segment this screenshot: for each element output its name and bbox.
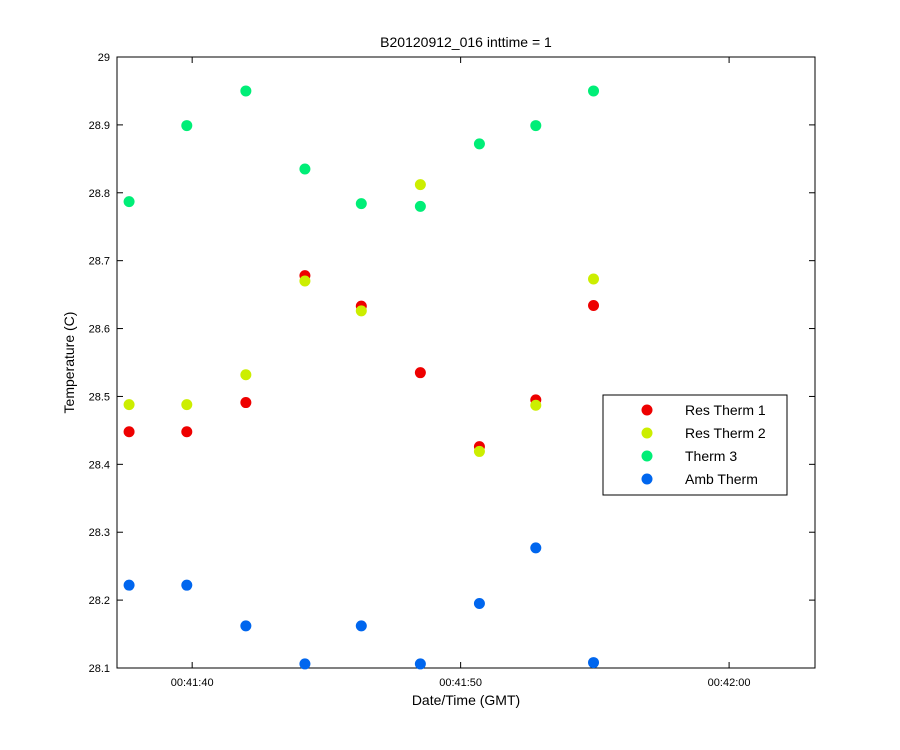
y-tick-label-28-5: 28.5 bbox=[89, 391, 110, 403]
point-therm-3-5 bbox=[414, 200, 426, 212]
legend-item-amb-therm: Amb Therm bbox=[641, 471, 758, 487]
x-axis-label: Date/Time (GMT) bbox=[412, 692, 520, 708]
point-therm-3-2 bbox=[240, 85, 252, 97]
y-tick-label-28-4: 28.4 bbox=[89, 459, 110, 471]
y-tick-label-29: 29 bbox=[98, 52, 110, 64]
legend-label-res-therm-1: Res Therm 1 bbox=[685, 402, 766, 418]
point-res-therm-1-5 bbox=[414, 367, 426, 379]
point-amb-therm-5 bbox=[414, 658, 426, 670]
legend-item-res-therm-1: Res Therm 1 bbox=[641, 402, 766, 418]
point-therm-3-3 bbox=[299, 163, 311, 175]
legend-label-therm-3: Therm 3 bbox=[685, 448, 737, 464]
point-amb-therm-6 bbox=[473, 598, 485, 610]
point-amb-therm-7 bbox=[530, 542, 542, 554]
y-tick-label-28-2: 28.2 bbox=[89, 595, 110, 607]
legend-marker-res-therm-1 bbox=[641, 404, 653, 416]
point-res-therm-2-6 bbox=[473, 445, 485, 457]
legend-item-res-therm-2: Res Therm 2 bbox=[641, 425, 766, 441]
point-therm-3-1 bbox=[181, 120, 193, 132]
point-res-therm-1-0 bbox=[123, 426, 135, 438]
point-amb-therm-8 bbox=[588, 657, 600, 669]
point-res-therm-1-8 bbox=[588, 299, 600, 311]
x-tick-label-00-41-40: 00:41:40 bbox=[171, 677, 214, 689]
point-amb-therm-3 bbox=[299, 658, 311, 670]
point-therm-3-0 bbox=[123, 196, 135, 208]
legend-marker-therm-3 bbox=[641, 450, 653, 462]
y-tick-label-28-6: 28.6 bbox=[89, 324, 110, 336]
point-res-therm-2-2 bbox=[240, 369, 252, 381]
point-res-therm-2-7 bbox=[530, 399, 542, 411]
point-therm-3-7 bbox=[530, 120, 542, 132]
legend-box bbox=[602, 394, 788, 496]
y-tick-label-28-9: 28.9 bbox=[89, 120, 110, 132]
point-therm-3-6 bbox=[473, 138, 485, 150]
legend: Res Therm 1 Res Therm 2 Therm 3 Amb Ther… bbox=[602, 394, 788, 496]
x-tick-label-00-42-00: 00:42:00 bbox=[708, 677, 751, 689]
y-axis-label: Temperature (C) bbox=[61, 312, 77, 414]
data-points bbox=[123, 85, 600, 670]
x-tick-label-00-41-50: 00:41:50 bbox=[439, 677, 482, 689]
legend-label-res-therm-2: Res Therm 2 bbox=[685, 425, 766, 441]
point-res-therm-2-0 bbox=[123, 399, 135, 411]
point-amb-therm-1 bbox=[181, 579, 193, 591]
axes-frame bbox=[116, 56, 816, 669]
y-tick-label-28-7: 28.7 bbox=[89, 256, 110, 268]
point-amb-therm-2 bbox=[240, 620, 252, 632]
legend-marker-res-therm-2 bbox=[641, 427, 653, 439]
legend-marker-amb-therm bbox=[641, 473, 653, 485]
point-amb-therm-0 bbox=[123, 579, 135, 591]
point-res-therm-2-3 bbox=[299, 275, 311, 287]
point-res-therm-1-2 bbox=[240, 397, 252, 409]
y-tick-label-28-8: 28.8 bbox=[89, 188, 110, 200]
y-tick-label-28-1: 28.1 bbox=[89, 663, 110, 675]
point-res-therm-2-5 bbox=[414, 179, 426, 191]
point-amb-therm-4 bbox=[355, 620, 367, 632]
legend-item-therm-3: Therm 3 bbox=[641, 448, 737, 464]
axis-ticks: 28.1 28.2 28.3 28.4 28.5 28.6 28.7 28.8 28.9 29 00… bbox=[89, 52, 815, 689]
chart-title: B20120912_016 inttime = 1 bbox=[380, 34, 552, 50]
point-therm-3-8 bbox=[588, 85, 600, 97]
point-res-therm-1-1 bbox=[181, 426, 193, 438]
plot-area bbox=[116, 56, 816, 669]
point-therm-3-4 bbox=[355, 198, 367, 210]
point-res-therm-2-4 bbox=[355, 305, 367, 317]
y-tick-label-28-3: 28.3 bbox=[89, 527, 110, 539]
point-res-therm-2-8 bbox=[588, 273, 600, 285]
point-res-therm-2-1 bbox=[181, 399, 193, 411]
legend-label-amb-therm: Amb Therm bbox=[685, 471, 758, 487]
